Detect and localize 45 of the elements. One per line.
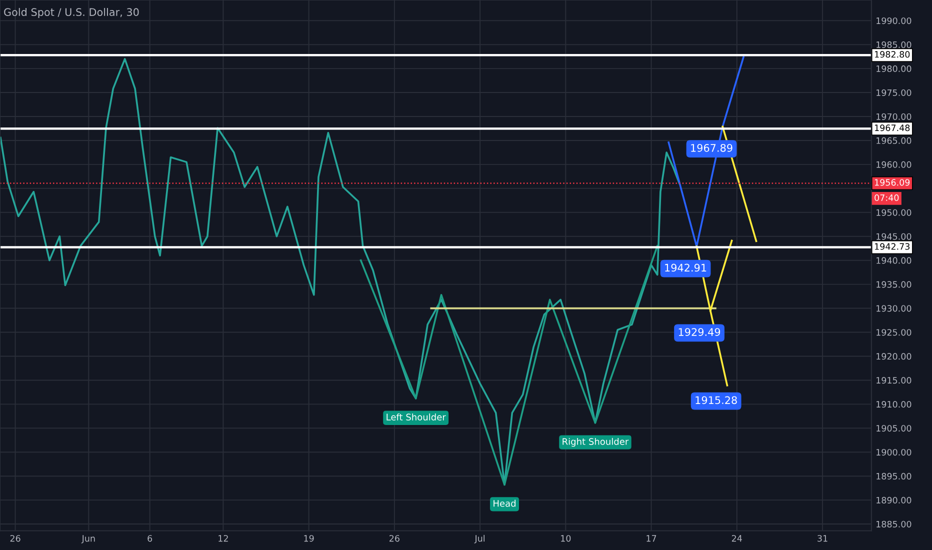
x-tick-label: 6 <box>148 535 152 542</box>
x-tick-label: 31 <box>818 535 828 542</box>
x-tick-label: Jun <box>81 535 95 544</box>
ref-line-label: 1956.09 <box>874 179 910 186</box>
y-tick-label: 1930.00 <box>876 305 912 312</box>
y-tick-label: 1895.00 <box>876 472 912 480</box>
ref-line-label: 1942.73 <box>874 243 910 250</box>
y-tick-label: 1890.00 <box>876 496 912 504</box>
y-tick-label: 1960.00 <box>876 161 912 168</box>
x-tick-label: 24 <box>732 535 742 542</box>
y-tick-label: 1970.00 <box>876 113 912 120</box>
annotation: Right Shoulder <box>562 438 629 447</box>
y-tick-label: 1925.00 <box>876 329 912 336</box>
y-tick-label: 1900.00 <box>876 448 912 456</box>
x-tick-label: Jul <box>474 534 485 544</box>
y-tick-label: 1935.00 <box>876 281 912 288</box>
x-tick-label: 26 <box>10 535 20 542</box>
annotation: 1929.49 <box>678 328 720 336</box>
ref-line-label: 1982.80 <box>874 51 910 58</box>
x-tick-label: 10 <box>561 535 571 542</box>
x-tick-label: 26 <box>390 535 400 542</box>
y-tick-label: 1980.00 <box>876 65 912 72</box>
y-tick-label: 1915.00 <box>876 377 912 384</box>
x-tick-label: 12 <box>218 535 228 542</box>
ref-line-label: 1967.48 <box>874 124 910 132</box>
y-tick-label: 1990.00 <box>876 17 912 24</box>
y-tick-label: 1905.00 <box>876 424 912 432</box>
annotation: 1942.91 <box>665 264 706 272</box>
y-tick-label: 1950.00 <box>876 209 912 216</box>
y-tick-label: 1945.00 <box>876 233 912 240</box>
annotation: 1915.28 <box>696 396 737 404</box>
annotation: 1967.89 <box>691 144 732 152</box>
annotation: Head <box>494 500 516 507</box>
y-tick-label: 1975.00 <box>876 89 912 96</box>
y-tick-label: 1940.00 <box>876 257 912 264</box>
y-tick-label: 1985.00 <box>876 41 912 48</box>
x-tick-label: 19 <box>304 535 314 542</box>
y-tick-label: 1885.00 <box>876 520 912 528</box>
text: Gold Spot / U.S. Dollar, 30 <box>4 8 139 18</box>
annotation: Left Shoulder <box>386 414 446 420</box>
y-tick-label: 1910.00 <box>876 401 912 408</box>
y-tick-label: 1920.00 <box>876 353 912 360</box>
text: 07:40 <box>874 194 899 202</box>
x-tick-label: 17 <box>646 535 656 542</box>
y-tick-label: 1965.00 <box>876 137 912 144</box>
